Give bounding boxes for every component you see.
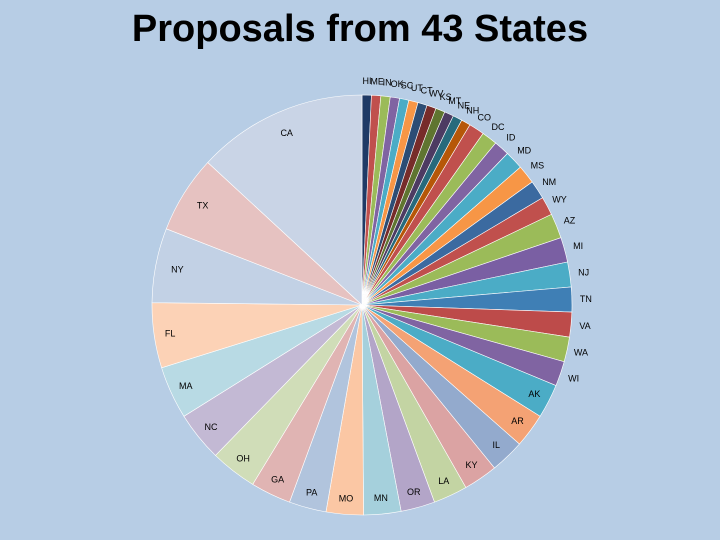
slice-label-in: IN xyxy=(383,77,392,87)
slice-label-ct: CT xyxy=(421,86,433,96)
slice-label-nh: NH xyxy=(466,105,479,115)
slice-label-ca: CA xyxy=(280,128,293,138)
slice-label-tx: TX xyxy=(197,200,209,210)
slice-label-fl: FL xyxy=(165,328,176,338)
slice-label-ne: NE xyxy=(458,101,471,111)
slice-label-ma: MA xyxy=(179,381,193,391)
slice-label-ar: AR xyxy=(511,416,524,426)
slice-label-ok: OK xyxy=(391,79,404,89)
slice-label-ky: KY xyxy=(465,460,477,470)
slice-label-wi: WI xyxy=(568,373,579,383)
slice-label-ny: NY xyxy=(171,264,184,274)
slice-label-wy: WY xyxy=(552,194,567,204)
slice-label-nj: NJ xyxy=(578,267,589,277)
slice-label-az: AZ xyxy=(564,216,576,226)
slice-label-mi: MI xyxy=(573,241,583,251)
slice-label-or: OR xyxy=(407,487,421,497)
slice-label-mn: MN xyxy=(374,493,388,503)
slice-label-me: ME xyxy=(370,77,384,87)
slice-label-mo: MO xyxy=(339,493,354,503)
slice-label-tn: TN xyxy=(580,294,592,304)
slice-label-ak: AK xyxy=(528,389,540,399)
slice-label-ks: KS xyxy=(440,92,452,102)
slice-label-wv: WV xyxy=(429,89,444,99)
slice-label-ms: MS xyxy=(531,161,545,171)
slice-label-co: CO xyxy=(478,112,492,122)
slice-label-ga: GA xyxy=(271,475,284,485)
slice-label-va: VA xyxy=(579,321,590,331)
slide-title: Proposals from 43 States xyxy=(131,8,589,50)
slice-label-dc: DC xyxy=(492,122,505,132)
slice-label-sc: SC xyxy=(401,81,414,91)
slice-label-il: IL xyxy=(493,440,501,450)
slice-label-id: ID xyxy=(506,133,516,143)
slice-label-md: MD xyxy=(517,146,531,156)
slice-label-ut: UT xyxy=(411,83,423,93)
pie-slice-ca xyxy=(207,94,363,306)
slice-label-wa: WA xyxy=(574,348,588,358)
slice-label-oh: OH xyxy=(236,453,250,463)
slice-label-pa: PA xyxy=(306,487,317,497)
slice-label-nc: NC xyxy=(205,422,218,432)
slice-label-nm: NM xyxy=(542,177,556,187)
slice-label-la: LA xyxy=(438,476,449,486)
slice-label-mt: MT xyxy=(448,96,461,106)
slice-label-hi: HI xyxy=(363,76,372,86)
